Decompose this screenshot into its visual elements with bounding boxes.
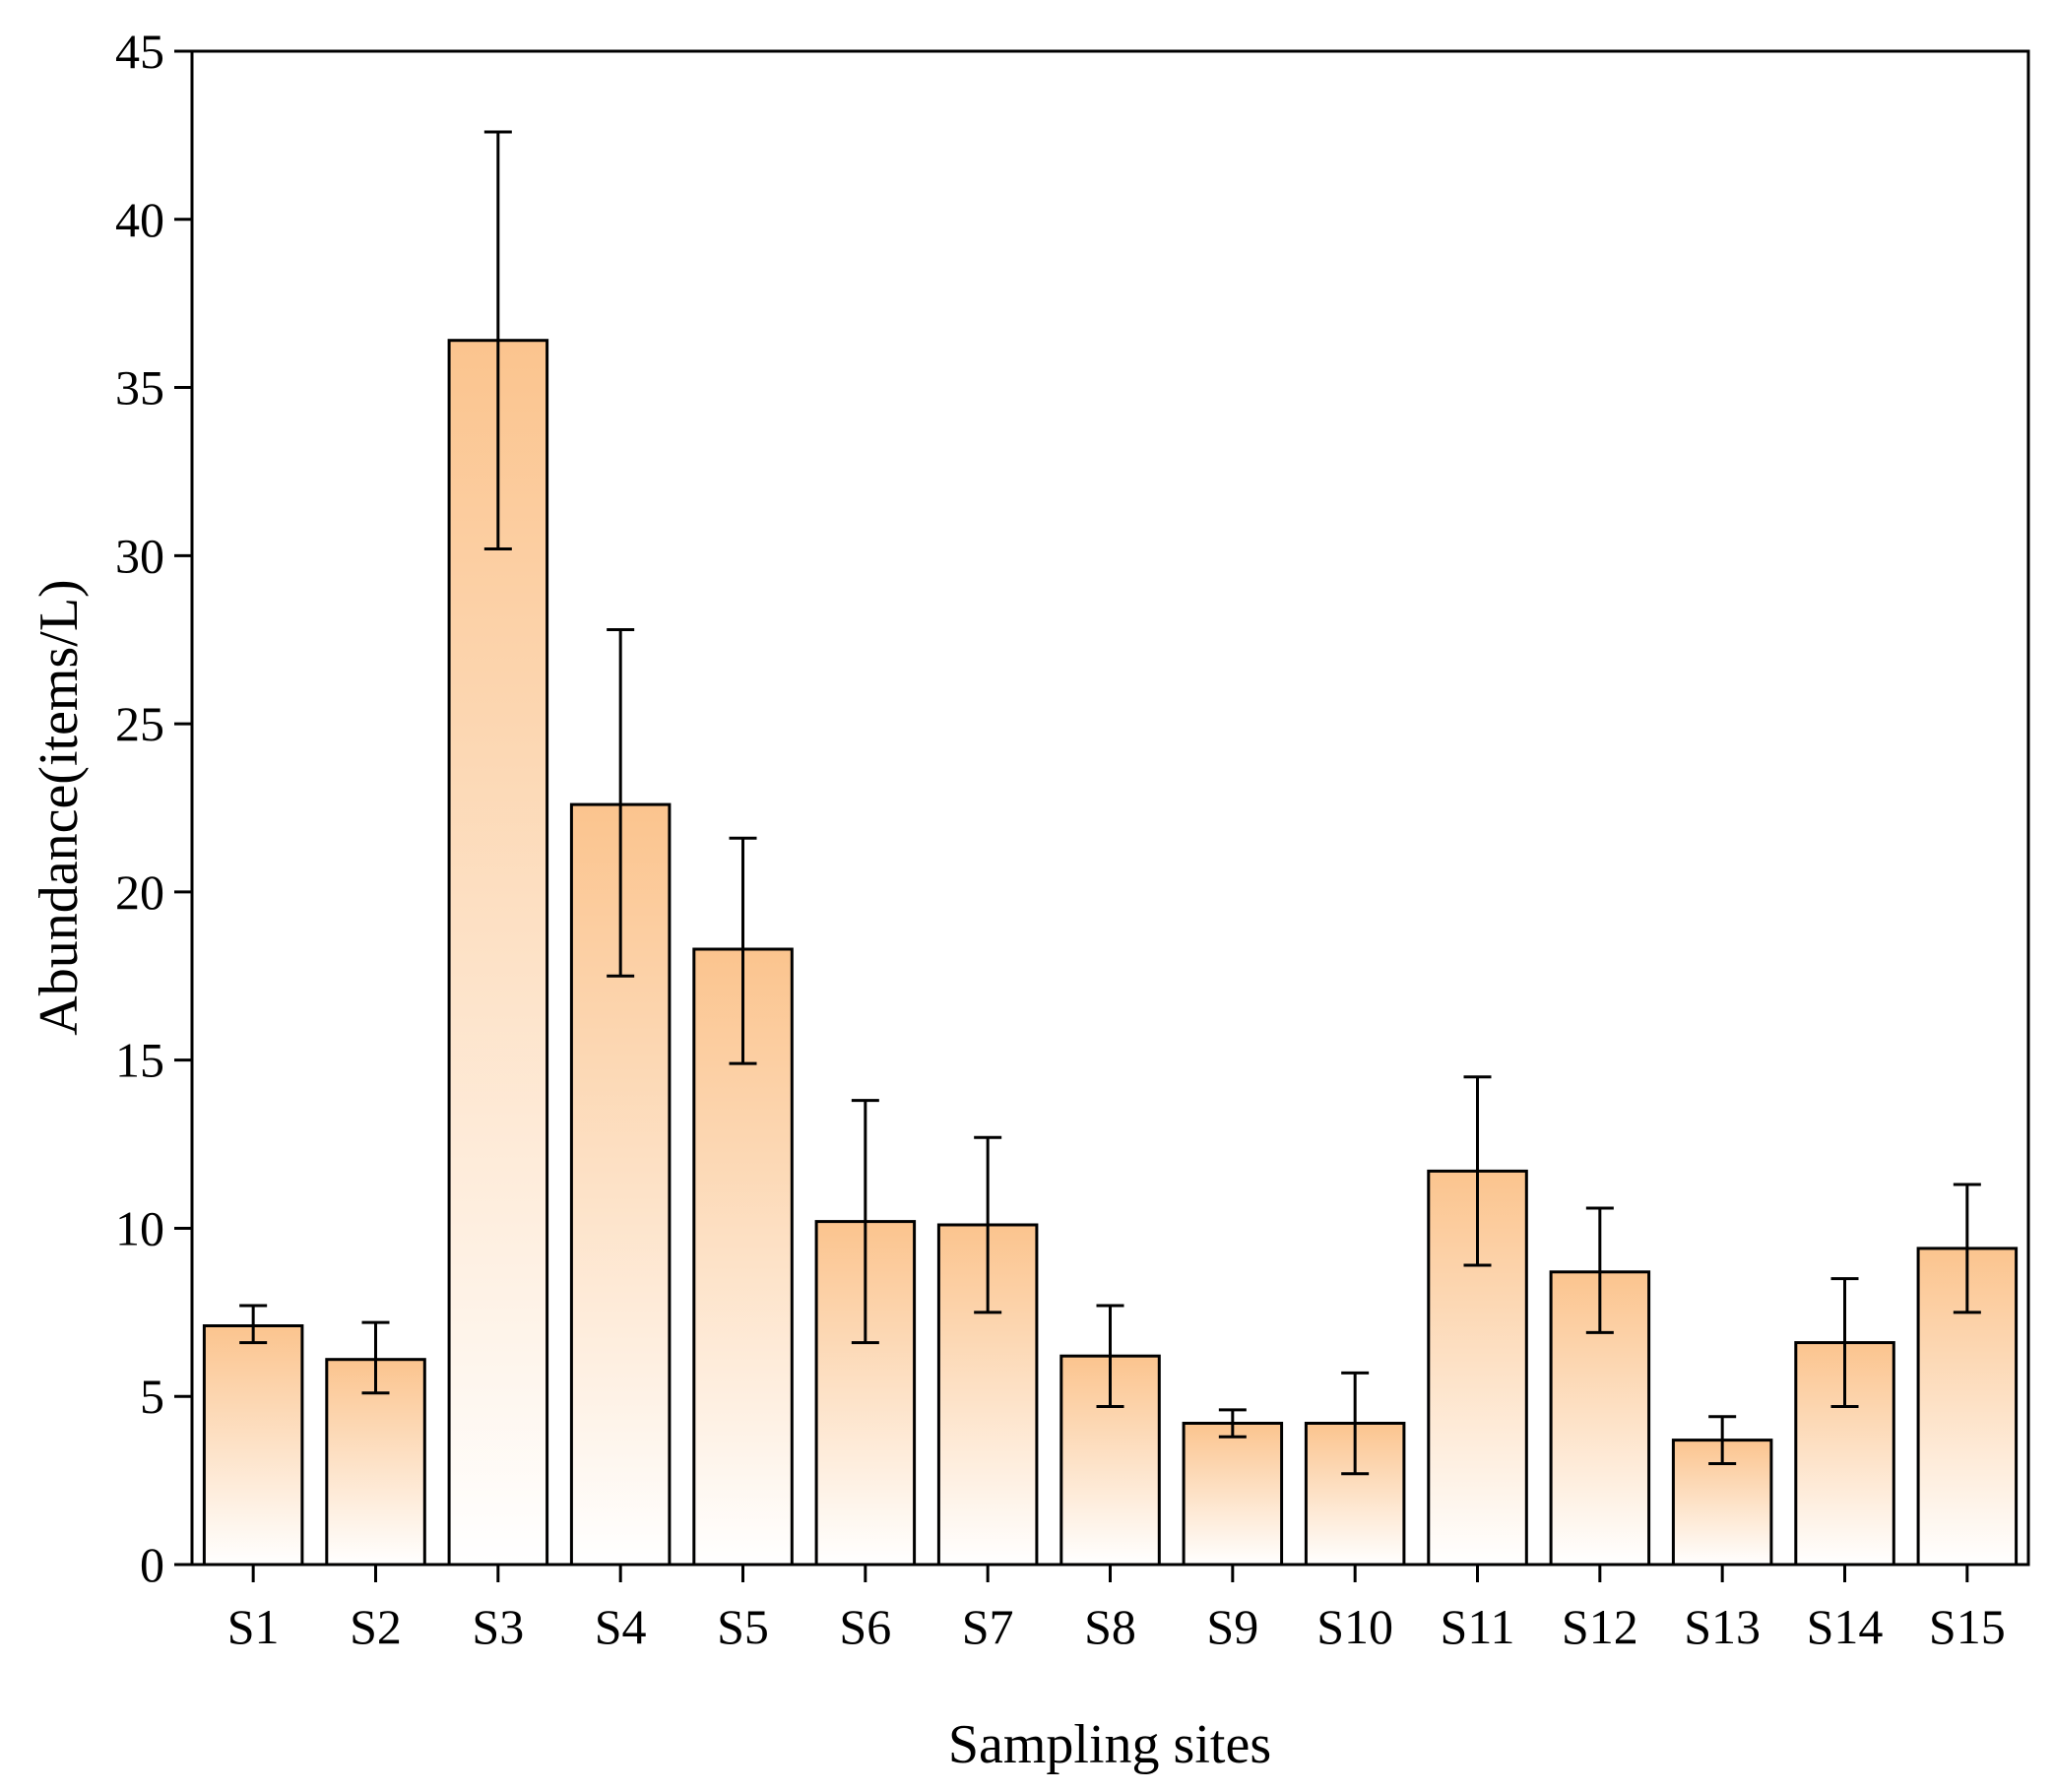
x-tick-label-s14: S14 (1807, 1599, 1884, 1654)
x-axis-title: Sampling sites (948, 1714, 1271, 1775)
y-tick-label-45: 45 (115, 24, 164, 79)
x-tick-label-s15: S15 (1929, 1599, 2006, 1654)
x-tick-label-s6: S6 (839, 1599, 891, 1654)
error-bar-s15 (1953, 1183, 1981, 1314)
y-tick-label-40: 40 (115, 192, 164, 247)
x-tick-label-s5: S5 (717, 1599, 769, 1654)
x-tick-label-s3: S3 (472, 1599, 524, 1654)
error-bar-s6 (851, 1099, 879, 1345)
y-tick-label-5: 5 (140, 1369, 164, 1424)
y-tick-label-25: 25 (115, 696, 164, 751)
error-bar-s9 (1218, 1408, 1247, 1439)
x-tick-label-s11: S11 (1441, 1599, 1515, 1654)
error-bar-s1 (239, 1304, 268, 1345)
error-bar-s5 (729, 836, 757, 1065)
y-tick-label-0: 0 (140, 1537, 164, 1592)
y-tick-label-35: 35 (115, 360, 164, 416)
x-tick-label-s1: S1 (227, 1599, 280, 1654)
y-tick-label-30: 30 (115, 528, 164, 583)
error-bars-layer (239, 130, 1981, 1476)
x-tick-label-s4: S4 (595, 1599, 647, 1654)
y-axis-title: Abundance(items/L) (29, 579, 90, 1035)
error-bar-s14 (1830, 1277, 1859, 1408)
error-bar-s2 (361, 1320, 390, 1395)
x-tick-label-s12: S12 (1562, 1599, 1638, 1654)
error-bar-s8 (1096, 1304, 1124, 1408)
error-bar-s12 (1585, 1206, 1614, 1334)
bar-s4 (569, 802, 672, 1567)
y-tick-label-15: 15 (115, 1033, 164, 1088)
x-tick-label-s10: S10 (1316, 1599, 1393, 1654)
bar-s1 (202, 1324, 304, 1567)
error-bar-s11 (1463, 1075, 1492, 1267)
x-tick-label-s9: S9 (1206, 1599, 1258, 1654)
x-tick-label-s13: S13 (1684, 1599, 1761, 1654)
error-bar-s3 (483, 130, 512, 551)
x-tick-label-s7: S7 (962, 1599, 1014, 1654)
y-axis-ticks: 0 5 10 15 20 25 30 35 40 45 (115, 24, 192, 1592)
bar-s9 (1182, 1422, 1284, 1567)
error-bar-s13 (1708, 1415, 1737, 1466)
x-tick-label-s2: S2 (350, 1599, 402, 1654)
error-bar-s7 (974, 1135, 1002, 1314)
y-tick-label-20: 20 (115, 864, 164, 920)
error-bar-s10 (1341, 1371, 1370, 1476)
x-tick-label-s8: S8 (1084, 1599, 1136, 1654)
x-axis-ticks: S1 S2 S3 S4 S5 S6 S7 S8 S9 S10 S11 S12 S13 S14 S15 (227, 1565, 2006, 1654)
error-bar-s4 (607, 627, 635, 978)
y-tick-label-10: 10 (115, 1200, 164, 1255)
